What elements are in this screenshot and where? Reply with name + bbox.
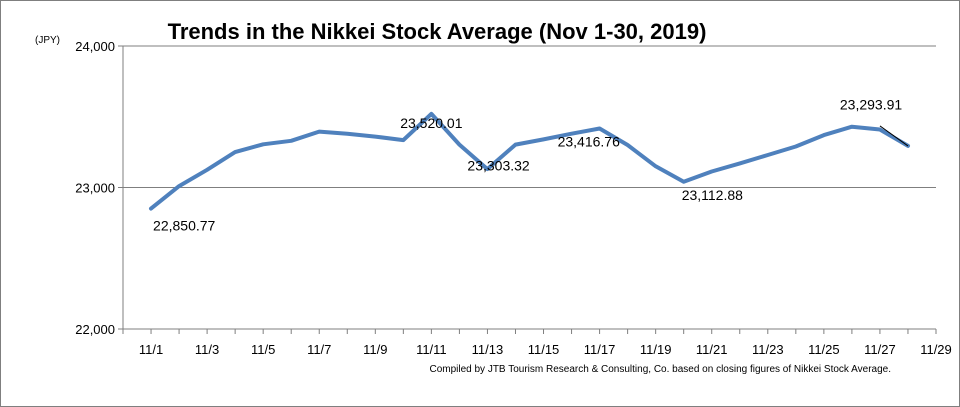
x-tick-label: 11/21 <box>696 342 728 357</box>
x-tick-label: 11/19 <box>640 342 672 357</box>
x-tick-labels: 11/1 11/3 11/5 11/7 11/9 11/11 11/13 11/15 11/17… <box>139 342 952 357</box>
data-label: 23,520.01 <box>400 115 462 131</box>
y-tick-label: 24,000 <box>75 39 115 54</box>
label-leader-line <box>879 125 909 147</box>
x-tick-label: 11/3 <box>195 342 219 357</box>
data-label: 23,303.32 <box>467 158 529 174</box>
x-tick-label: 11/17 <box>584 342 616 357</box>
x-tick-label: 11/27 <box>864 342 896 357</box>
x-tick-label: 11/29 <box>920 342 952 357</box>
x-tick-label: 11/1 <box>139 342 163 357</box>
chart-title: Trends in the Nikkei Stock Average (Nov … <box>168 19 707 44</box>
data-label: 22,850.77 <box>153 218 215 234</box>
data-label: 23,293.91 <box>840 97 902 113</box>
x-tick-label: 11/15 <box>528 342 560 357</box>
gridlines <box>123 45 936 188</box>
x-tick-label: 11/9 <box>363 342 387 357</box>
y-axis-unit: (JPY) <box>35 35 60 46</box>
x-tick-label: 11/25 <box>808 342 840 357</box>
series-line <box>149 111 910 211</box>
y-tick-labels: 22,000 23,000 24,000 <box>75 39 115 337</box>
x-tick-label: 11/7 <box>307 342 331 357</box>
series-lines <box>149 111 910 211</box>
data-label: 23,112.88 <box>682 187 743 203</box>
x-tick-label: 11/23 <box>752 342 784 357</box>
x-tick-label: 11/13 <box>472 342 504 357</box>
data-labels: 22,850.77 23,520.01 23,303.32 23,416.76 23,1… <box>153 97 909 234</box>
source-note: Compiled by JTB Tourism Research & Consu… <box>429 364 891 375</box>
axes <box>118 45 937 334</box>
y-tick-label: 23,000 <box>75 181 115 196</box>
x-tick-label: 11/5 <box>251 342 275 357</box>
x-tick-label: 11/11 <box>416 342 447 357</box>
y-tick-label: 22,000 <box>75 322 115 337</box>
data-label: 23,416.76 <box>558 134 620 150</box>
